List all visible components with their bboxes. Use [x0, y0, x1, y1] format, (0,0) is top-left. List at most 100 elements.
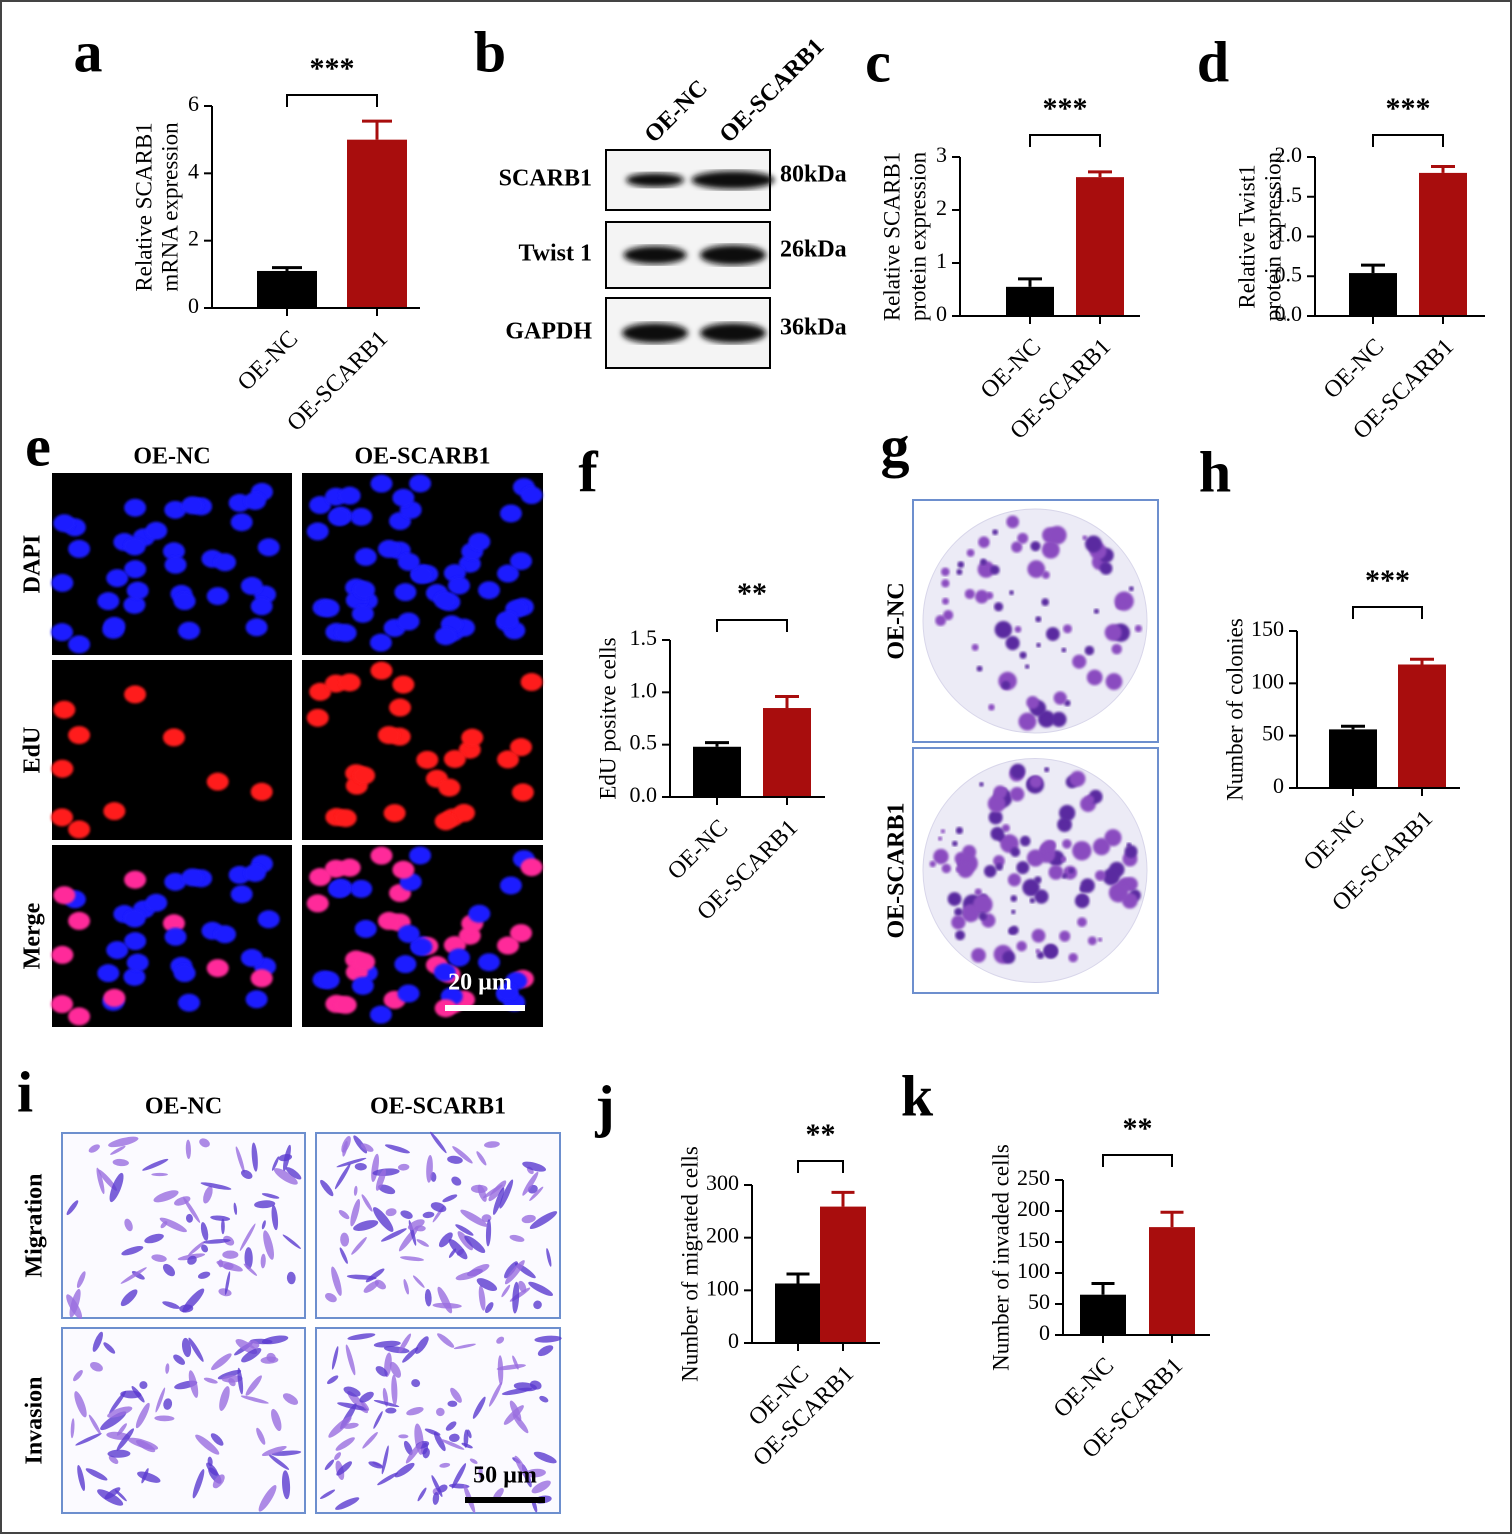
cell: [521, 1214, 536, 1224]
nucleus: [103, 616, 126, 635]
y-axis-label: Relative SCARB1: [879, 152, 904, 321]
colony: [1086, 669, 1103, 686]
cell: [468, 1264, 490, 1276]
colony: [1111, 643, 1122, 655]
cell: [453, 1343, 476, 1350]
cell: [271, 1204, 279, 1231]
colony: [1122, 892, 1138, 909]
y-tick-label: 0.0: [1275, 301, 1303, 326]
colony: [1005, 636, 1020, 651]
cell: [501, 1284, 511, 1298]
cell: [85, 1468, 108, 1481]
nucleus: [370, 661, 393, 680]
colony: [1019, 835, 1031, 847]
cell: [187, 1255, 197, 1265]
colony: [1102, 868, 1120, 886]
colony: [988, 704, 995, 711]
cell: [464, 1235, 486, 1254]
significance: ***: [1365, 564, 1410, 597]
colony: [993, 602, 1004, 612]
cell: [151, 1172, 168, 1177]
nucleus: [351, 604, 374, 623]
colony: [1018, 712, 1037, 731]
row-label: OE-NC: [884, 582, 910, 659]
colony: [971, 947, 986, 963]
panel-letter: h: [1199, 439, 1231, 504]
y-axis-label: Relative Twist1: [1234, 164, 1259, 308]
cell: [282, 1234, 301, 1249]
colony: [978, 912, 987, 921]
cell: [251, 1142, 258, 1172]
nucleus: [520, 486, 543, 505]
y-tick-label: 200: [706, 1223, 739, 1248]
cell: [391, 1374, 398, 1406]
nucleus: [350, 879, 373, 898]
cell: [400, 1256, 425, 1262]
significance-bracket: [1029, 134, 1101, 147]
colony: [995, 863, 1003, 871]
significance-bracket: [1102, 1154, 1173, 1167]
nucleus: [369, 633, 392, 652]
cell: [338, 1210, 350, 1220]
y-tick-label: 150: [1251, 616, 1284, 641]
nucleus: [334, 809, 357, 828]
y-tick-label: 0.5: [630, 730, 658, 755]
cell: [504, 1260, 525, 1285]
panel-letter: i: [17, 1059, 33, 1124]
blot-band: [626, 173, 684, 187]
bar: [257, 270, 317, 308]
cell: [466, 1429, 472, 1439]
cell: [339, 1247, 348, 1264]
nucleus: [397, 552, 420, 571]
blot-band: [622, 323, 688, 343]
colony: [1063, 624, 1072, 634]
cell: [108, 1136, 139, 1148]
y-tick-label: 300: [706, 1170, 739, 1195]
nucleus: [510, 924, 533, 943]
cell: [76, 1271, 86, 1288]
cell: [373, 1399, 400, 1408]
nucleus: [230, 885, 253, 904]
colony: [1036, 951, 1045, 959]
significance-bracket: [1352, 606, 1423, 619]
cell: [188, 1337, 204, 1362]
colony: [977, 560, 995, 578]
panel-letter: e: [25, 413, 51, 478]
nucleus: [206, 587, 229, 606]
cell: [104, 1487, 121, 1500]
colony: [1035, 948, 1041, 954]
colony: [1051, 711, 1067, 727]
cell: [112, 1158, 129, 1167]
cell: [268, 1454, 290, 1470]
nucleus: [520, 673, 543, 692]
cell: [385, 1208, 397, 1217]
y-tick-label: 250: [1017, 1165, 1050, 1190]
cell: [528, 1281, 554, 1296]
nucleus: [245, 990, 268, 1009]
cell: [492, 1187, 505, 1215]
column-label: OE-NC: [145, 1094, 222, 1120]
colony: [1068, 953, 1078, 963]
nucleus: [106, 569, 129, 588]
nucleus: [214, 925, 237, 944]
colony: [988, 810, 1003, 825]
cell: [336, 1461, 353, 1476]
y-tick-label: 4: [188, 158, 199, 183]
nucleus: [230, 513, 253, 532]
column-label: OE-SCARB1: [370, 1094, 506, 1120]
y-axis-label: Number of migrated cells: [677, 1146, 702, 1382]
colony: [1043, 943, 1058, 959]
colony: [942, 597, 949, 605]
nucleus: [410, 565, 433, 584]
colony: [1099, 561, 1113, 575]
nucleus: [383, 804, 406, 823]
nucleus: [350, 507, 373, 526]
cell: [162, 1263, 176, 1277]
nucleus: [162, 914, 185, 933]
cell: [135, 1402, 150, 1429]
cell: [389, 1361, 402, 1378]
cell: [478, 1285, 486, 1311]
cell: [398, 1333, 412, 1354]
bar: [820, 1206, 866, 1343]
cell: [222, 1250, 239, 1259]
